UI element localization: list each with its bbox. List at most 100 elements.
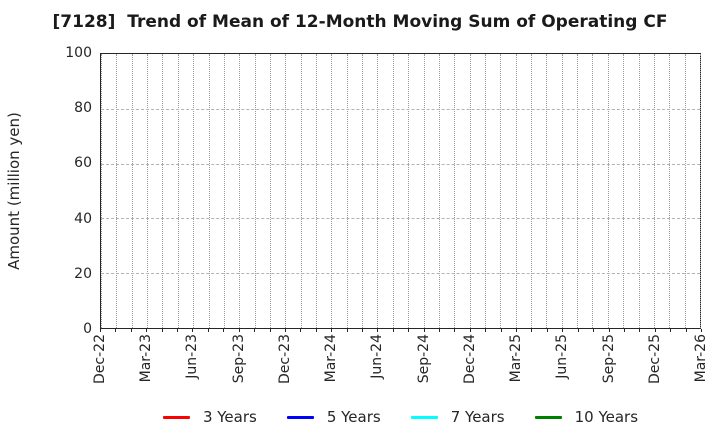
vertical-gridline (116, 54, 118, 328)
x-axis-tick-mark (546, 329, 548, 332)
vertical-gridline (531, 54, 533, 328)
x-axis-tick-mark (562, 329, 564, 332)
x-axis-tick-mark (115, 329, 117, 332)
x-tick-label: Sep-25 (600, 334, 617, 384)
vertical-gridline (223, 54, 225, 328)
legend-label: 10 Years (574, 408, 639, 426)
vertical-gridline (623, 54, 625, 328)
legend-label: 7 Years (450, 408, 505, 426)
x-tick-label: Sep-23 (230, 334, 247, 384)
vertical-gridline (653, 54, 655, 328)
vertical-gridline (346, 54, 348, 328)
y-tick-label: 40 (74, 210, 92, 227)
legend-label: 3 Years (202, 408, 257, 426)
horizontal-gridline (101, 108, 700, 110)
vertical-gridline (131, 54, 133, 328)
x-axis-tick-mark (685, 329, 687, 332)
x-axis-tick-mark (577, 329, 579, 332)
legend: 3 Years 5 Years 7 Years 10 Years (100, 404, 701, 430)
vertical-gridline (377, 54, 379, 328)
x-axis-tick-mark (608, 329, 610, 332)
x-tick-label: Jun-23 (184, 334, 201, 379)
vertical-gridline (561, 54, 563, 328)
vertical-gridline (147, 54, 149, 328)
x-axis-tick-mark (100, 329, 101, 332)
vertical-gridline (500, 54, 502, 328)
vertical-gridline (392, 54, 394, 328)
x-axis-tick-mark (346, 329, 348, 332)
legend-swatch-3-years (162, 415, 190, 419)
horizontal-gridline (101, 163, 700, 165)
vertical-gridline (592, 54, 594, 328)
vertical-gridline (331, 54, 333, 328)
x-tick-label: Jun-24 (369, 334, 386, 379)
vertical-gridline (484, 54, 486, 328)
y-axis-label: Amount (million yen) (5, 112, 23, 270)
x-axis-tick-mark (423, 329, 425, 332)
x-axis-tick-mark (670, 329, 672, 332)
vertical-gridline (193, 54, 195, 328)
x-axis-tick-mark (223, 329, 225, 332)
legend-swatch-5-years (286, 415, 314, 419)
vertical-gridline (362, 54, 364, 328)
x-axis-tick-mark (300, 329, 302, 332)
x-tick-label: Sep-24 (415, 334, 432, 384)
x-axis-tick-mark (269, 329, 271, 332)
x-tick-label: Mar-23 (138, 334, 155, 383)
x-axis-tick-mark (623, 329, 625, 332)
vertical-gridline (208, 54, 210, 328)
x-axis-tick-mark (469, 329, 471, 332)
x-axis-tick-mark (454, 329, 456, 332)
x-axis-tick-mark (500, 329, 502, 332)
y-tick-label: 80 (74, 100, 92, 117)
x-axis-tick-mark (207, 329, 209, 332)
x-axis-tick-mark (377, 329, 379, 332)
x-axis-tick-mark (192, 329, 194, 332)
x-axis-tick-mark (177, 329, 179, 332)
legend-swatch-7-years (410, 415, 438, 419)
horizontal-gridline (101, 218, 700, 220)
vertical-gridline (316, 54, 318, 328)
vertical-gridline (469, 54, 471, 328)
x-axis-tick-mark (161, 329, 163, 332)
x-axis-tick-mark (516, 329, 518, 332)
vertical-gridline (515, 54, 517, 328)
vertical-gridline (101, 54, 102, 328)
x-axis-tick-mark (361, 329, 363, 332)
x-axis-tick-mark (531, 329, 533, 332)
vertical-gridline (546, 54, 548, 328)
vertical-gridline (239, 54, 241, 328)
y-tick-label: 60 (74, 155, 92, 172)
x-tick-label: Mar-25 (508, 334, 525, 383)
chart-title: [7128] Trend of Mean of 12-Month Moving … (52, 12, 668, 32)
x-axis-tick-mark (392, 329, 394, 332)
vertical-gridline (408, 54, 410, 328)
y-tick-label: 100 (65, 45, 92, 61)
vertical-gridline (423, 54, 425, 328)
x-axis-tick-mark (593, 329, 595, 332)
vertical-gridline (285, 54, 287, 328)
vertical-gridline (438, 54, 440, 328)
x-tick-label: Mar-24 (323, 334, 340, 383)
x-axis-tick-mark (331, 329, 333, 332)
x-axis-tick-mark (408, 329, 410, 332)
vertical-gridline (254, 54, 256, 328)
vertical-gridline (638, 54, 640, 328)
vertical-gridline (684, 54, 686, 328)
vertical-gridline (577, 54, 579, 328)
vertical-gridline (177, 54, 179, 328)
vertical-gridline (700, 54, 701, 328)
x-axis-tick-mark (639, 329, 641, 332)
vertical-gridline (300, 54, 302, 328)
x-tick-label: Dec-22 (92, 334, 108, 384)
vertical-gridline (162, 54, 164, 328)
x-axis-tick-mark (130, 329, 132, 332)
y-tick-label: 0 (83, 321, 92, 337)
x-axis-tick-mark (284, 329, 286, 332)
legend-item-10-years: 10 Years (534, 408, 639, 426)
plot-area (100, 53, 701, 329)
x-axis-tick-mark (701, 329, 702, 332)
horizontal-gridline (101, 273, 700, 275)
y-tick-label: 20 (74, 265, 92, 282)
